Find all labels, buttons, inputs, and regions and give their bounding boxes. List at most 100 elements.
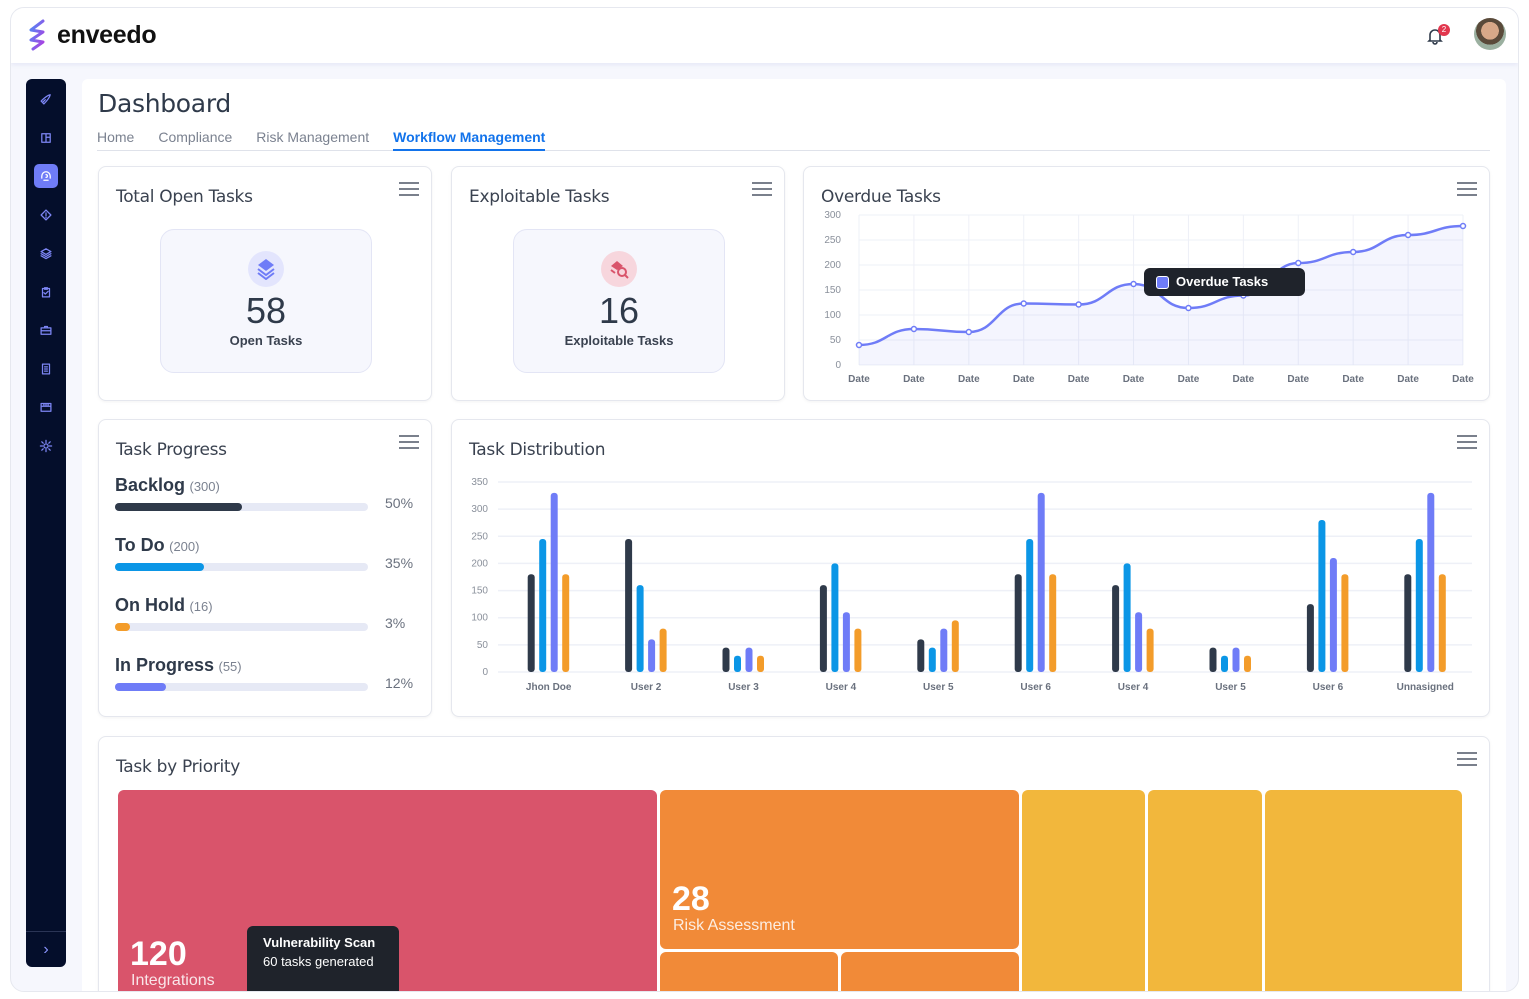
sidebar-item-clipboard-check[interactable] xyxy=(34,280,58,304)
bar[interactable] xyxy=(1404,574,1412,672)
sidebar-item-store[interactable] xyxy=(34,395,58,419)
bar[interactable] xyxy=(1014,574,1022,672)
bar[interactable] xyxy=(1244,655,1251,672)
cell-value: 28 xyxy=(672,880,710,918)
bar[interactable] xyxy=(659,628,667,672)
treemap-cell[interactable] xyxy=(1022,790,1145,991)
data-point[interactable] xyxy=(1459,222,1467,230)
bar[interactable] xyxy=(1232,647,1240,672)
tab-risk-management[interactable]: Risk Management xyxy=(256,129,370,145)
data-point[interactable] xyxy=(910,325,918,333)
data-point[interactable] xyxy=(1020,300,1027,307)
bar[interactable] xyxy=(722,647,730,672)
bar[interactable] xyxy=(1318,520,1326,672)
data-point[interactable] xyxy=(1185,304,1192,312)
bar[interactable] xyxy=(1049,574,1057,672)
bar[interactable] xyxy=(854,628,862,672)
bar[interactable] xyxy=(928,647,936,672)
menu-icon[interactable] xyxy=(399,435,419,449)
bar[interactable] xyxy=(1329,558,1337,672)
sidebar-item-document[interactable] xyxy=(34,357,58,381)
progress-bar xyxy=(115,563,368,571)
briefcase-icon xyxy=(40,325,52,335)
sidebar-item-layout[interactable] xyxy=(34,126,58,150)
data-point[interactable] xyxy=(1295,259,1302,267)
bar[interactable] xyxy=(757,655,764,672)
progress-bar xyxy=(115,623,368,631)
data-point[interactable] xyxy=(1404,231,1412,239)
bar[interactable] xyxy=(636,585,644,672)
card-title: Exploitable Tasks xyxy=(469,187,610,207)
data-point[interactable] xyxy=(1130,280,1137,288)
bar[interactable] xyxy=(1209,647,1217,672)
sidebar-item-layers[interactable] xyxy=(34,241,58,265)
sidebar-item-briefcase[interactable] xyxy=(34,318,58,342)
data-point[interactable] xyxy=(1349,248,1357,256)
bar[interactable] xyxy=(625,539,633,672)
menu-icon[interactable] xyxy=(399,182,419,196)
bar[interactable] xyxy=(1026,539,1034,672)
bar[interactable] xyxy=(917,639,925,672)
cell-label: Integrations xyxy=(131,972,215,989)
tab-compliance[interactable]: Compliance xyxy=(158,129,233,145)
data-point[interactable] xyxy=(855,341,863,349)
bar[interactable] xyxy=(745,647,753,672)
treemap-cell[interactable] xyxy=(1148,790,1262,991)
series-swatch xyxy=(1156,276,1169,289)
task-by-priority-card: Task by Priority 120 Integrations 28 Ris… xyxy=(98,736,1490,991)
bar[interactable] xyxy=(550,492,558,672)
bar[interactable] xyxy=(1037,492,1045,672)
bar[interactable] xyxy=(1146,628,1154,672)
menu-icon[interactable] xyxy=(752,182,772,196)
bar[interactable] xyxy=(1123,563,1131,672)
bell-icon[interactable] xyxy=(1425,26,1445,46)
treemap-cell[interactable] xyxy=(1265,790,1462,991)
treemap-cell-integrations[interactable]: 120 Integrations xyxy=(118,790,657,991)
sidebar-item-alert-diamond[interactable] xyxy=(34,203,58,227)
y-tick-label: 300 xyxy=(471,504,488,515)
data-point[interactable] xyxy=(965,328,973,336)
tab-home[interactable]: Home xyxy=(97,129,135,145)
x-tick-label: Unnasigned xyxy=(1397,682,1454,693)
bar[interactable] xyxy=(831,563,839,672)
bar[interactable] xyxy=(842,612,850,672)
expand-sidebar-button[interactable]: › xyxy=(26,931,66,967)
bar[interactable] xyxy=(1135,612,1143,672)
menu-icon[interactable] xyxy=(1457,435,1477,449)
open-tasks-value: 58 xyxy=(245,290,287,331)
sidebar-item-rocket[interactable] xyxy=(34,87,58,111)
bar[interactable] xyxy=(940,628,948,672)
bar[interactable] xyxy=(539,539,547,672)
progress-percent: 35% xyxy=(385,555,414,571)
x-tick-label: User 6 xyxy=(1020,682,1051,693)
bar[interactable] xyxy=(562,574,570,672)
bar[interactable] xyxy=(1438,574,1446,672)
clipboard-check-icon xyxy=(41,286,51,298)
treemap-cell[interactable] xyxy=(841,952,1019,991)
bar[interactable] xyxy=(1415,539,1423,672)
bar[interactable] xyxy=(1112,585,1120,672)
bar[interactable] xyxy=(1341,574,1349,672)
bar[interactable] xyxy=(1221,655,1228,672)
bar[interactable] xyxy=(951,620,959,672)
bar[interactable] xyxy=(1427,492,1435,672)
menu-icon[interactable] xyxy=(1457,182,1477,196)
bar[interactable] xyxy=(1306,604,1314,672)
sidebar-item-gear[interactable] xyxy=(34,434,58,458)
treemap-cell[interactable] xyxy=(660,952,838,991)
bar[interactable] xyxy=(648,639,656,672)
bar[interactable] xyxy=(734,655,741,672)
data-point[interactable] xyxy=(1075,301,1082,308)
sidebar-item-support-agent[interactable] xyxy=(34,164,58,188)
bar[interactable] xyxy=(819,585,827,672)
treemap-cell-risk-assessment[interactable]: 28 Risk Assessment xyxy=(660,790,1019,949)
exploitable-tasks-label: Exploitable Tasks xyxy=(564,333,674,348)
progress-count: (200) xyxy=(169,539,200,554)
avatar[interactable] xyxy=(1474,18,1506,50)
store-icon xyxy=(40,402,52,412)
menu-icon[interactable] xyxy=(1457,752,1477,766)
logo[interactable]: enveedo xyxy=(25,18,157,52)
alert-diamond-icon xyxy=(40,208,52,221)
tab-workflow-management[interactable]: Workflow Management xyxy=(393,129,546,151)
bar[interactable] xyxy=(527,574,535,672)
